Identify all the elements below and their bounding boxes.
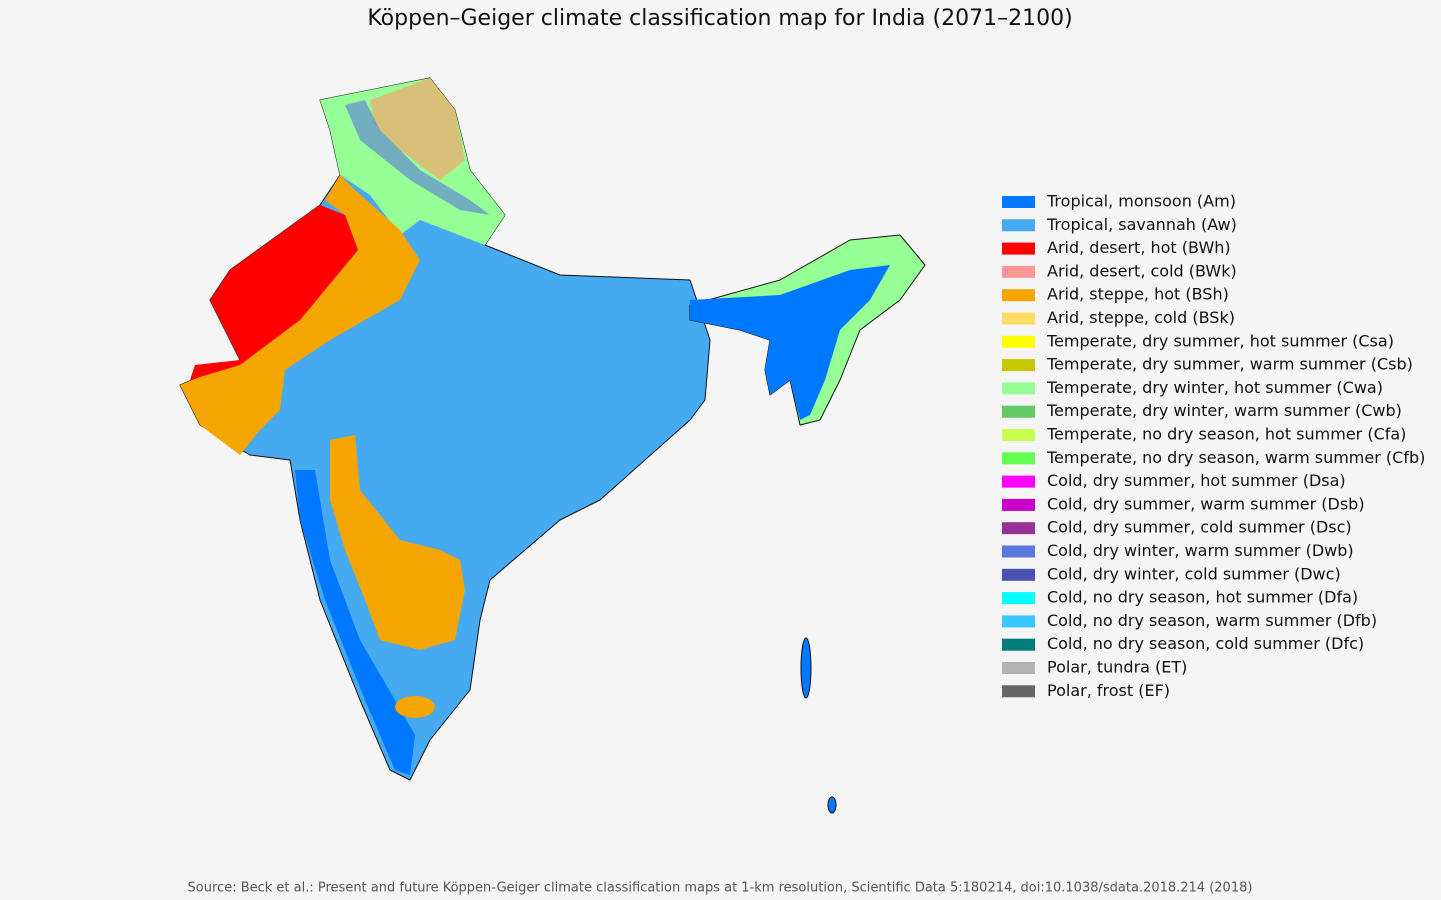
- legend-swatch: [1002, 312, 1035, 325]
- legend-label: Cold, dry winter, warm summer (Dwb): [1047, 541, 1354, 560]
- legend-label: Tropical, monsoon (Am): [1046, 192, 1236, 211]
- legend-label: Temperate, no dry season, warm summer (C…: [1046, 448, 1425, 467]
- legend-swatch: [1002, 382, 1035, 395]
- legend-swatch: [1002, 242, 1035, 255]
- islands-andaman: [800, 637, 812, 699]
- legend-swatch: [1002, 289, 1035, 302]
- region-bsh-south: [395, 696, 435, 718]
- legend-swatch: [1002, 429, 1035, 441]
- legend-swatch: [1002, 405, 1035, 418]
- legend-swatch: [1002, 359, 1035, 372]
- legend-label: Cold, dry summer, cold summer (Dsc): [1047, 518, 1352, 537]
- legend-swatch: [1002, 196, 1035, 208]
- legend-label: Polar, frost (EF): [1047, 681, 1170, 700]
- legend-swatch: [1002, 662, 1035, 674]
- legend-swatch: [1002, 638, 1035, 651]
- legend-label: Cold, no dry season, cold summer (Dfc): [1047, 634, 1364, 653]
- legend-label: Arid, desert, cold (BWk): [1047, 261, 1237, 280]
- legend-swatch: [1002, 568, 1035, 581]
- legend-swatch: [1002, 592, 1035, 605]
- title: Köppen–Geiger climate classification map…: [367, 6, 1072, 31]
- source-note: Source: Beck et al.: Present and future …: [188, 881, 1253, 896]
- legend-swatch: [1002, 685, 1035, 698]
- legend-swatch: [1002, 498, 1035, 511]
- legend-label: Temperate, dry summer, warm summer (Csb): [1046, 355, 1413, 374]
- legend-label: Tropical, savannah (Aw): [1046, 215, 1237, 234]
- legend-label: Cold, dry summer, warm summer (Dsb): [1047, 494, 1365, 513]
- legend-label: Temperate, dry summer, hot summer (Csa): [1046, 331, 1394, 350]
- legend-swatch: [1002, 335, 1035, 348]
- legend-swatch: [1002, 475, 1035, 488]
- legend-label: Cold, no dry season, hot summer (Dfa): [1047, 588, 1358, 607]
- legend-label: Temperate, dry winter, hot summer (Cwa): [1046, 378, 1383, 397]
- region-am-west: [295, 470, 415, 775]
- legend-label: Temperate, dry winter, warm summer (Cwb): [1046, 401, 1402, 420]
- legend-swatch: [1002, 265, 1035, 278]
- region-mountains: [370, 78, 465, 180]
- region-bsh: [180, 175, 420, 455]
- region-dwb: [345, 100, 490, 215]
- legend: Tropical, monsoon (Am) Tropical, savannah…: [1002, 192, 1425, 700]
- region-am-east: [690, 265, 890, 420]
- legend-swatch: [1002, 219, 1035, 232]
- legend-label: Polar, tundra (ET): [1047, 658, 1187, 677]
- legend-label: Cold, dry summer, hot summer (Dsa): [1047, 471, 1346, 490]
- legend-label: Temperate, no dry season, hot summer (Cf…: [1046, 425, 1406, 444]
- legend-swatch: [1002, 615, 1035, 628]
- islands-nicobar: [827, 796, 837, 814]
- legend-swatch: [1002, 452, 1035, 465]
- legend-label: Arid, steppe, cold (BSk): [1047, 308, 1235, 327]
- legend-swatch: [1002, 545, 1035, 558]
- region-bwh: [190, 205, 358, 380]
- legend-label: Cold, no dry season, warm summer (Dfb): [1047, 611, 1377, 630]
- legend-swatch: [1002, 522, 1035, 535]
- legend-label: Arid, desert, hot (BWh): [1047, 238, 1231, 257]
- map: [179, 77, 926, 814]
- region-bsh-deccan: [330, 435, 465, 650]
- legend-label: Arid, steppe, hot (BSh): [1047, 285, 1229, 304]
- legend-label: Cold, dry winter, cold summer (Dwc): [1047, 564, 1341, 583]
